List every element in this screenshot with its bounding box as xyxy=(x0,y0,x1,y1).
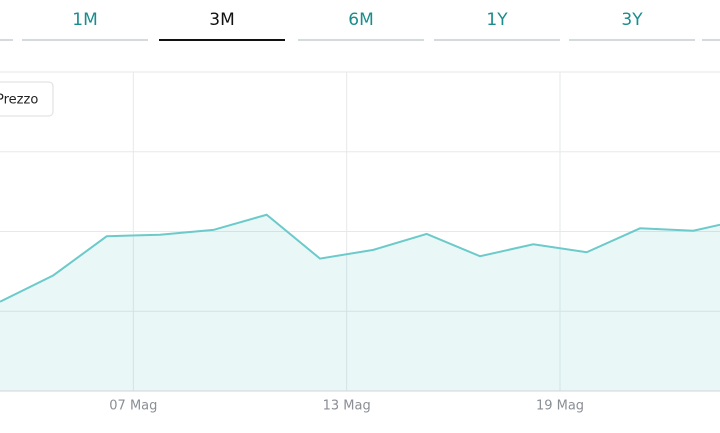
tab-label[interactable]: 6M xyxy=(348,10,373,30)
tab[interactable]: 1Y xyxy=(434,10,560,41)
tab[interactable]: 3Y xyxy=(569,10,695,41)
line xyxy=(0,213,720,303)
legend-box xyxy=(0,81,54,117)
area xyxy=(0,214,720,391)
tab[interactable]: 3M xyxy=(159,10,285,41)
x-tick-label: 19 Mag xyxy=(536,399,584,414)
tab-label[interactable]: 3Y xyxy=(621,10,643,30)
plot xyxy=(0,71,720,392)
tab[interactable]: 6M xyxy=(298,10,424,41)
tab-bar: 1M 3M 6M 1Y 3Y xyxy=(0,10,720,41)
x-tick-label: 07 Mag xyxy=(109,399,157,414)
x-tick-label: 13 Mag xyxy=(323,399,371,414)
legend: Prezzo xyxy=(0,81,54,117)
tab-label[interactable]: 1Y xyxy=(486,10,508,30)
tab-label[interactable]: 1M xyxy=(72,10,97,30)
tab-label[interactable]: 3M xyxy=(209,10,234,30)
legend-label: Prezzo xyxy=(0,93,38,108)
tab[interactable]: 1M xyxy=(22,10,148,41)
